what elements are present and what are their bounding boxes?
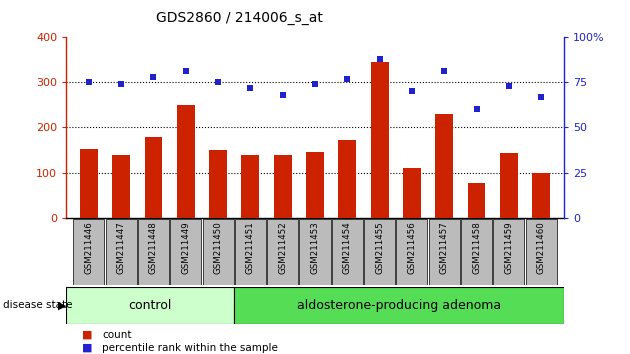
Bar xyxy=(306,152,324,218)
Bar xyxy=(500,153,518,218)
Bar xyxy=(177,105,195,218)
Text: count: count xyxy=(102,330,132,339)
Bar xyxy=(80,149,98,218)
Bar xyxy=(403,168,421,218)
Text: ■: ■ xyxy=(82,343,93,353)
Bar xyxy=(299,219,331,285)
Text: control: control xyxy=(128,299,171,312)
Text: percentile rank within the sample: percentile rank within the sample xyxy=(102,343,278,353)
Point xyxy=(439,69,449,74)
Text: GSM211454: GSM211454 xyxy=(343,222,352,274)
Point xyxy=(278,92,288,98)
Bar xyxy=(396,219,428,285)
Point xyxy=(245,85,255,91)
Point xyxy=(310,81,320,87)
Text: aldosterone-producing adenoma: aldosterone-producing adenoma xyxy=(297,299,501,312)
Bar xyxy=(112,155,130,218)
Text: GSM211453: GSM211453 xyxy=(311,222,319,274)
Text: GSM211460: GSM211460 xyxy=(537,222,546,274)
Bar xyxy=(267,219,298,285)
Bar xyxy=(73,219,105,285)
Text: disease state: disease state xyxy=(3,300,72,310)
Text: GSM211449: GSM211449 xyxy=(181,222,190,274)
Bar xyxy=(106,219,137,285)
Point xyxy=(536,94,546,99)
Bar xyxy=(209,150,227,218)
Text: GSM211451: GSM211451 xyxy=(246,222,255,274)
Bar xyxy=(532,173,550,218)
Text: GSM211447: GSM211447 xyxy=(117,222,125,274)
Text: GDS2860 / 214006_s_at: GDS2860 / 214006_s_at xyxy=(156,11,323,25)
Text: ■: ■ xyxy=(82,330,93,339)
Point xyxy=(407,88,417,94)
Point xyxy=(471,107,481,112)
Bar xyxy=(435,114,453,218)
Bar xyxy=(66,287,234,324)
Point xyxy=(213,80,223,85)
Bar xyxy=(332,219,363,285)
Bar xyxy=(429,219,460,285)
Point xyxy=(116,81,126,87)
Text: GSM211459: GSM211459 xyxy=(505,222,513,274)
Point xyxy=(84,80,94,85)
Bar xyxy=(364,219,395,285)
Point xyxy=(375,56,385,62)
Text: GSM211448: GSM211448 xyxy=(149,222,158,274)
Text: GSM211457: GSM211457 xyxy=(440,222,449,274)
Bar xyxy=(138,219,169,285)
Bar xyxy=(170,219,201,285)
Text: GSM211458: GSM211458 xyxy=(472,222,481,274)
Bar xyxy=(461,219,492,285)
Point xyxy=(181,69,191,74)
Bar xyxy=(525,219,557,285)
Bar xyxy=(370,62,389,218)
Bar xyxy=(235,219,266,285)
Point xyxy=(149,74,159,80)
Bar xyxy=(202,219,234,285)
Text: GSM211446: GSM211446 xyxy=(84,222,93,274)
Point xyxy=(504,83,514,89)
Bar xyxy=(241,155,260,218)
Bar xyxy=(493,219,524,285)
Text: GSM211450: GSM211450 xyxy=(214,222,222,274)
Text: GSM211456: GSM211456 xyxy=(408,222,416,274)
Text: GSM211455: GSM211455 xyxy=(375,222,384,274)
Text: GSM211452: GSM211452 xyxy=(278,222,287,274)
Bar xyxy=(274,154,292,218)
Text: ▶: ▶ xyxy=(57,300,66,310)
Point xyxy=(342,76,352,81)
Bar xyxy=(467,183,486,218)
Bar xyxy=(234,287,564,324)
Bar xyxy=(144,137,163,218)
Bar xyxy=(338,140,356,218)
